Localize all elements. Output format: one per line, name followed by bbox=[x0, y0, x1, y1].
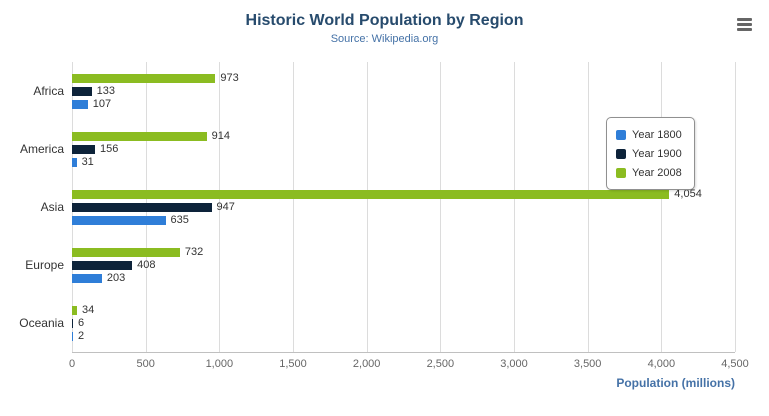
value-label: 156 bbox=[99, 143, 119, 155]
legend-label: Year 1900 bbox=[632, 147, 682, 160]
bar-africa-year-2008[interactable] bbox=[72, 74, 216, 83]
menu-line bbox=[736, 28, 752, 31]
legend-symbol bbox=[616, 129, 626, 140]
bar-africa-year-1900[interactable] bbox=[72, 87, 92, 96]
bar-america-year-2008[interactable] bbox=[72, 132, 207, 141]
bar-oceania-year-1800[interactable] bbox=[72, 332, 73, 341]
bar-asia-year-1900[interactable] bbox=[72, 203, 212, 212]
value-label: 2 bbox=[78, 330, 85, 342]
x-tick-label: 4,000 bbox=[647, 358, 676, 370]
legend-item-year-1900[interactable]: Year 1900 bbox=[616, 144, 682, 163]
gridline bbox=[587, 62, 589, 352]
value-label: 732 bbox=[184, 246, 204, 258]
bar-europe-year-2008[interactable] bbox=[72, 248, 180, 257]
x-tick-label: 500 bbox=[136, 358, 155, 370]
gridline bbox=[735, 62, 736, 352]
legend-symbol bbox=[616, 167, 626, 178]
x-axis-title: Population (millions) bbox=[616, 376, 735, 390]
legend-symbol bbox=[616, 148, 626, 159]
value-label: 4,054 bbox=[674, 188, 702, 200]
bar-europe-year-1900[interactable] bbox=[72, 261, 133, 270]
bar-america-year-1900[interactable] bbox=[72, 145, 95, 154]
bar-america-year-1800[interactable] bbox=[72, 158, 77, 167]
legend-item-year-1800[interactable]: Year 1800 bbox=[616, 125, 682, 144]
chart-title: Historic World Population by Region bbox=[245, 12, 524, 29]
value-label: 914 bbox=[211, 130, 231, 142]
plot-area: 0 500 1,000 1,500 2,000 2,500 3,000 3,500 4,000 4… bbox=[19, 62, 749, 370]
gridline bbox=[366, 62, 368, 352]
x-tick-label: 3,500 bbox=[573, 358, 602, 370]
value-label: 34 bbox=[82, 304, 95, 316]
category-label: Europe bbox=[25, 258, 64, 272]
hamburger-menu-icon[interactable] bbox=[731, 16, 757, 38]
category-label: Africa bbox=[33, 84, 64, 98]
x-tick-label: 3,000 bbox=[500, 358, 528, 370]
menu-line bbox=[736, 18, 752, 21]
gridline bbox=[219, 62, 221, 352]
bar-oceania-year-1900[interactable] bbox=[72, 319, 73, 328]
bar-europe-year-1800[interactable] bbox=[72, 274, 102, 283]
bar-asia-year-1800[interactable] bbox=[72, 216, 166, 225]
value-label: 947 bbox=[216, 201, 235, 213]
x-tick-label: 2,500 bbox=[426, 358, 455, 370]
legend-label: Year 1800 bbox=[632, 128, 682, 141]
gridline bbox=[440, 62, 442, 352]
value-label: 408 bbox=[137, 259, 156, 271]
gridline bbox=[514, 62, 515, 352]
value-label: 133 bbox=[96, 85, 115, 97]
chart-subtitle: Source: Wikipedia.org bbox=[330, 33, 439, 45]
value-label: 6 bbox=[78, 317, 85, 329]
bar-oceania-year-2008[interactable] bbox=[72, 306, 77, 315]
gridline bbox=[293, 62, 294, 352]
value-label: 203 bbox=[106, 272, 126, 284]
x-tick-label: 1,000 bbox=[205, 358, 234, 370]
x-tick-label: 1,500 bbox=[279, 358, 307, 370]
category-label: Oceania bbox=[19, 316, 64, 330]
gridline bbox=[661, 62, 663, 352]
x-tick-label: 4,500 bbox=[721, 358, 749, 370]
value-label: 107 bbox=[92, 98, 112, 110]
bar-africa-year-1800[interactable] bbox=[72, 100, 88, 109]
x-tick-label: 2,000 bbox=[352, 358, 381, 370]
x-tick-label: 0 bbox=[68, 358, 76, 370]
legend-item-year-2008[interactable]: Year 2008 bbox=[616, 163, 682, 182]
category-label: America bbox=[19, 142, 64, 156]
legend-label: Year 2008 bbox=[632, 166, 682, 179]
bar-asia-year-2008[interactable] bbox=[72, 190, 670, 199]
value-label: 635 bbox=[170, 214, 189, 226]
value-label: 31 bbox=[81, 156, 94, 168]
menu-line bbox=[736, 23, 752, 26]
category-label: Asia bbox=[40, 200, 64, 214]
value-label: 973 bbox=[220, 72, 239, 84]
legend: Year 1800 Year 1900 Year 2008 bbox=[606, 117, 695, 190]
